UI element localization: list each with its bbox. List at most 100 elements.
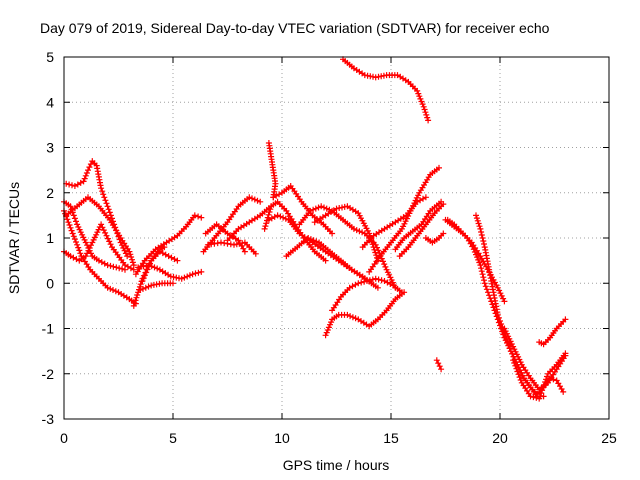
data-point-marker bbox=[366, 277, 373, 284]
data-point-marker bbox=[369, 276, 376, 283]
data-point-marker bbox=[310, 206, 317, 213]
data-point-marker bbox=[480, 238, 487, 244]
data-point-marker bbox=[478, 265, 485, 272]
data-point-marker bbox=[124, 253, 131, 260]
data-point-marker bbox=[436, 164, 442, 171]
data-point-marker bbox=[116, 265, 123, 272]
data-point-marker bbox=[94, 165, 101, 172]
data-point-marker bbox=[189, 271, 196, 278]
data-point-marker bbox=[178, 275, 185, 282]
series-track-36 bbox=[536, 316, 569, 348]
x-tick-label: 25 bbox=[601, 430, 617, 446]
data-point-marker bbox=[477, 262, 484, 269]
series-track-31 bbox=[442, 216, 508, 305]
data-point-marker bbox=[192, 270, 199, 277]
data-point-marker bbox=[530, 394, 537, 401]
data-point-marker bbox=[497, 290, 504, 297]
data-point-marker bbox=[481, 241, 487, 247]
data-point-marker bbox=[128, 254, 135, 260]
data-point-marker bbox=[419, 101, 426, 108]
data-point-marker bbox=[129, 259, 136, 266]
series-track-04 bbox=[63, 158, 131, 260]
data-point-marker bbox=[542, 379, 549, 385]
data-point-marker bbox=[68, 227, 75, 234]
data-point-marker bbox=[112, 288, 119, 295]
data-point-marker bbox=[151, 264, 158, 271]
data-point-marker bbox=[544, 373, 550, 380]
plot-frame bbox=[63, 56, 610, 420]
data-point-marker bbox=[107, 285, 114, 292]
data-point-marker bbox=[76, 247, 83, 254]
data-point-marker bbox=[353, 227, 360, 234]
data-point-marker bbox=[536, 395, 543, 402]
data-point-marker bbox=[195, 269, 202, 276]
chart-title: Day 079 of 2019, Sidereal Day-to-day VTE… bbox=[40, 20, 550, 36]
data-point-marker bbox=[514, 368, 521, 375]
data-point-marker bbox=[373, 252, 380, 259]
data-point-marker bbox=[198, 214, 205, 221]
data-point-marker bbox=[254, 197, 261, 204]
data-point-marker bbox=[479, 235, 486, 241]
data-point-marker bbox=[494, 311, 501, 318]
data-point-marker bbox=[321, 204, 327, 211]
data-point-marker bbox=[106, 209, 113, 216]
data-point-marker bbox=[477, 225, 484, 232]
data-point-marker bbox=[476, 223, 483, 230]
series-track-27 bbox=[392, 198, 445, 253]
data-point-marker bbox=[280, 214, 287, 221]
data-point-marker bbox=[80, 178, 87, 185]
series-track-24 bbox=[340, 56, 432, 124]
x-axis-tick-labels: 0 5 10 15 20 25 bbox=[60, 430, 617, 446]
data-point-marker bbox=[102, 229, 109, 236]
data-point-marker bbox=[325, 324, 332, 331]
data-point-marker bbox=[382, 263, 389, 270]
data-point-marker bbox=[274, 212, 281, 219]
data-point-marker bbox=[107, 241, 114, 248]
data-point-marker bbox=[519, 372, 526, 379]
data-point-marker bbox=[507, 348, 514, 355]
series-track-07 bbox=[132, 212, 205, 278]
y-axis-label: SDTVAR / TECUs bbox=[6, 182, 22, 294]
data-point-marker bbox=[510, 357, 517, 364]
series-line bbox=[399, 203, 444, 257]
data-point-marker bbox=[479, 271, 486, 278]
data-point-marker bbox=[480, 274, 487, 281]
series-track-30 bbox=[433, 357, 445, 373]
data-point-marker bbox=[104, 235, 111, 242]
data-point-marker bbox=[500, 295, 507, 302]
series-track-03 bbox=[61, 198, 128, 273]
data-point-marker bbox=[323, 205, 330, 212]
data-point-marker bbox=[174, 257, 181, 264]
data-point-marker bbox=[113, 264, 120, 271]
data-point-marker bbox=[106, 238, 113, 245]
data-point-marker bbox=[142, 272, 148, 279]
data-point-marker bbox=[74, 241, 81, 248]
data-point-marker bbox=[533, 394, 540, 401]
data-point-marker bbox=[69, 182, 75, 189]
data-point-marker bbox=[126, 248, 133, 255]
data-point-marker bbox=[511, 360, 518, 366]
grid bbox=[64, 57, 609, 419]
data-point-marker bbox=[122, 266, 128, 273]
data-point-marker bbox=[85, 167, 91, 174]
data-point-marker bbox=[358, 279, 365, 286]
data-point-marker bbox=[416, 93, 423, 100]
data-point-marker bbox=[261, 225, 268, 232]
data-point-marker bbox=[142, 284, 149, 291]
data-point-marker bbox=[497, 318, 503, 324]
series-track-08 bbox=[135, 262, 205, 282]
data-point-marker bbox=[322, 332, 329, 339]
data-point-marker bbox=[131, 300, 138, 307]
y-tick-label: -1 bbox=[42, 321, 55, 337]
data-point-marker bbox=[366, 230, 373, 237]
data-point-marker bbox=[494, 284, 501, 291]
data-point-marker bbox=[102, 197, 109, 204]
y-tick-label: 2 bbox=[46, 185, 54, 201]
y-tick-label: 3 bbox=[46, 140, 54, 156]
data-point-marker bbox=[257, 198, 264, 205]
data-point-marker bbox=[77, 250, 84, 257]
data-point-marker bbox=[70, 233, 77, 240]
data-point-marker bbox=[137, 287, 144, 293]
data-point-marker bbox=[104, 262, 111, 269]
